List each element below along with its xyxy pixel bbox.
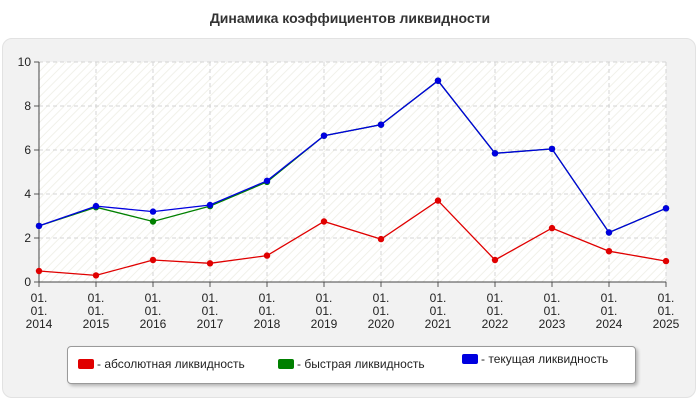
x-tick-label: 01. 01. 2015: [83, 291, 110, 331]
x-tick-label: 01. 01. 2018: [254, 291, 281, 331]
legend-item-quick: - быстрая ликвидность: [278, 357, 425, 371]
data-point-series-2: [35, 222, 43, 230]
data-point-series-0: [434, 197, 442, 204]
x-tick-label: 01. 01. 2019: [311, 291, 338, 331]
x-tick-label-line: 01.: [544, 291, 561, 305]
legend-swatch-current: [462, 354, 478, 364]
x-tick-label-line: 2017: [197, 317, 224, 331]
x-tick-label-line: 01.: [430, 304, 447, 318]
data-point-series-2: [605, 229, 613, 236]
data-point-series-2: [320, 132, 328, 139]
x-tick-label-line: 2025: [653, 317, 680, 331]
data-point-series-2: [662, 205, 670, 212]
x-tick-label: 01. 01. 2017: [197, 291, 224, 331]
data-point-series-0: [263, 252, 271, 259]
x-tick-label-line: 01.: [145, 291, 162, 305]
y-tick-label: 0: [24, 275, 31, 289]
chart-title: Динамика коэффициентов ликвидности: [209, 10, 491, 26]
data-point-series-1: [149, 218, 157, 225]
x-tick-label-line: 01.: [487, 304, 504, 318]
plot-area: [39, 62, 666, 282]
x-tick-label-line: 01.: [658, 304, 675, 318]
data-point-series-0: [605, 248, 613, 255]
x-tick-label-line: 01.: [544, 304, 561, 318]
data-point-series-2: [263, 177, 271, 184]
x-tick-label-line: 01.: [259, 304, 276, 318]
legend-item-absolute: - абсолютная ликвидность: [78, 357, 245, 371]
legend: - абсолютная ликвидность - быстрая ликви…: [67, 346, 636, 384]
y-tick-label: 2: [24, 231, 31, 245]
x-tick-label: 01. 01. 2024: [596, 291, 623, 331]
x-tick-label: 01. 01. 2016: [140, 291, 167, 331]
x-tick-label-line: 01.: [487, 291, 504, 305]
x-tick-label-line: 2024: [596, 317, 623, 331]
x-tick-label-line: 2020: [368, 317, 395, 331]
y-tick-label: 8: [24, 99, 31, 113]
y-tick-label: 6: [24, 143, 31, 157]
data-point-series-2: [491, 150, 499, 157]
x-tick-label-line: 01.: [430, 291, 447, 305]
x-tick-label-line: 2023: [539, 317, 566, 331]
x-tick-label-line: 01.: [601, 304, 618, 318]
legend-swatch-absolute: [78, 359, 94, 369]
x-tick-label-line: 01.: [316, 291, 333, 305]
data-point-series-0: [35, 267, 43, 275]
data-point-series-0: [548, 224, 556, 232]
x-tick-label: 01. 01. 2022: [482, 291, 509, 331]
x-tick-label-line: 01.: [373, 304, 390, 318]
x-tick-label-line: 01.: [658, 291, 675, 305]
series-line-0: [38, 199, 667, 277]
x-tick-label-line: 01.: [88, 291, 105, 305]
legend-label-absolute: - абсолютная ликвидность: [97, 357, 245, 371]
x-tick-label-line: 2016: [140, 317, 167, 331]
x-tick-label-line: 01.: [31, 304, 48, 318]
x-tick-label-line: 01.: [259, 291, 276, 305]
data-point-series-0: [662, 257, 670, 265]
x-tick-label-line: 01.: [316, 304, 333, 318]
data-point-series-0: [149, 256, 157, 264]
data-point-series-2: [548, 145, 556, 153]
x-tick-label-line: 01.: [31, 291, 48, 305]
legend-swatch-quick: [278, 359, 294, 369]
legend-label-current: - текущая ликвидность: [481, 352, 609, 366]
legend-label-quick: - быстрая ликвидность: [297, 357, 425, 371]
x-tick-label-line: 2021: [425, 317, 452, 331]
x-tick-label: 01. 01. 2023: [539, 291, 566, 331]
data-point-series-2: [92, 202, 100, 210]
data-point-series-2: [377, 121, 385, 128]
data-point-series-2: [206, 201, 214, 209]
data-point-series-0: [377, 235, 385, 243]
y-tick-label: 10: [18, 55, 32, 69]
x-tick-label: 01. 01. 2020: [368, 291, 395, 331]
data-point-series-0: [491, 256, 499, 264]
legend-item-current: - текущая ликвидность: [462, 352, 608, 366]
x-tick-label-line: 2019: [311, 317, 338, 331]
x-tick-label-line: 01.: [202, 291, 219, 305]
x-tick-label-line: 01.: [202, 304, 219, 318]
data-point-series-2: [149, 208, 157, 215]
series-line-2: [38, 79, 667, 234]
x-tick-label: 01. 01. 2021: [425, 291, 452, 331]
x-tick-label-line: 2014: [26, 317, 53, 331]
x-tick-label-line: 2015: [83, 317, 110, 331]
x-tick-label-line: 2022: [482, 317, 509, 331]
x-tick-label: 01. 01. 2025: [653, 291, 680, 331]
y-tick-label: 4: [24, 187, 31, 201]
data-point-series-0: [320, 218, 328, 225]
data-point-series-2: [434, 77, 442, 84]
x-tick-label-line: 01.: [601, 291, 618, 305]
x-tick-label-line: 01.: [373, 291, 390, 305]
x-tick-label-line: 2018: [254, 317, 281, 331]
x-tick-label-line: 01.: [88, 304, 105, 318]
data-point-series-0: [92, 272, 100, 279]
data-point-series-0: [206, 260, 214, 267]
x-tick-label: 01. 01. 2014: [26, 291, 53, 331]
x-tick-label-line: 01.: [145, 304, 162, 318]
